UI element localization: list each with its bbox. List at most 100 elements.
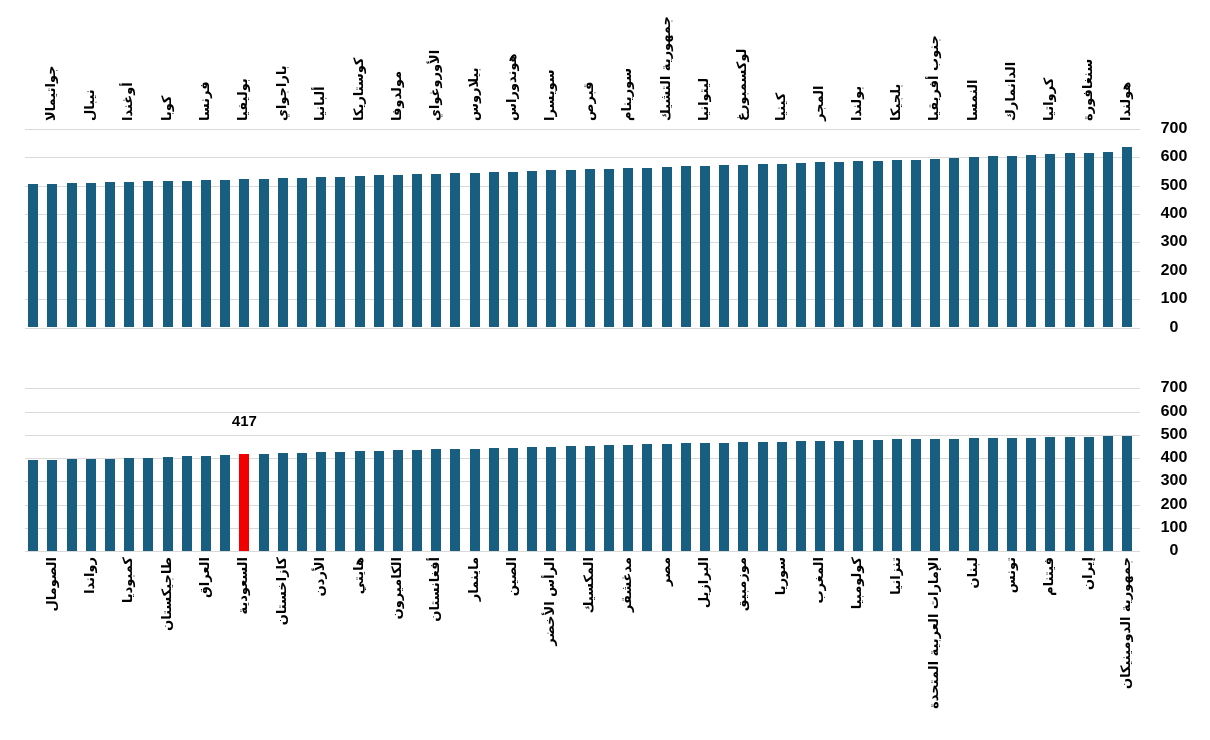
bar <box>872 439 883 551</box>
bar <box>834 161 845 328</box>
bar <box>911 439 922 551</box>
bar <box>335 451 346 551</box>
country-label-top: النمسا <box>965 79 981 121</box>
country-label-top: كوستاريكا <box>351 57 367 122</box>
country-label-top: الأوروغواي <box>428 49 444 121</box>
bar <box>834 440 845 551</box>
bar <box>450 448 461 551</box>
bar <box>181 456 192 551</box>
bar <box>1006 155 1017 328</box>
country-label-top: كوبا <box>159 95 175 121</box>
bar <box>930 438 941 551</box>
country-label-bottom: طاجيكستان <box>159 557 175 631</box>
country-label-top: ليتوانيا <box>696 77 712 121</box>
value-annotation: 417 <box>231 413 257 430</box>
bar <box>815 440 826 551</box>
bar <box>85 458 96 551</box>
bar <box>450 173 461 328</box>
bar <box>911 159 922 328</box>
y-tick-label: 600 <box>1160 148 1188 166</box>
bar <box>699 165 710 328</box>
country-label-top: ألبانيا <box>313 86 329 121</box>
bar <box>296 177 307 328</box>
country-label-bottom: الإمارات العربية المتحدة <box>927 557 943 709</box>
bar <box>1122 147 1133 328</box>
country-label-top: جمهورية التشيك <box>658 16 674 121</box>
y-tick-label: 500 <box>1160 425 1188 443</box>
bar <box>661 166 672 328</box>
grid-line <box>25 458 1140 460</box>
grid-line <box>25 270 1140 272</box>
bar <box>412 174 423 328</box>
bar <box>469 448 480 551</box>
bar <box>392 450 403 551</box>
y-tick-label: 300 <box>1160 472 1188 490</box>
country-label-top: لوكسمبورغ <box>735 48 751 121</box>
bar <box>143 181 154 328</box>
bar <box>508 447 519 551</box>
bar <box>738 442 749 551</box>
y-tick-label: 300 <box>1160 233 1188 251</box>
bar <box>335 176 346 328</box>
bar <box>776 441 787 551</box>
grid-line <box>25 157 1140 159</box>
bar <box>1026 154 1037 328</box>
country-label-bottom: أفغانستان <box>428 557 444 622</box>
country-label-bottom: ماينمار <box>466 557 482 602</box>
country-label-bottom: السعودية <box>236 557 252 615</box>
country-label-bottom: كولومبيا <box>850 557 866 610</box>
country-label-top: قبرص <box>581 81 597 121</box>
bar <box>527 447 538 551</box>
country-label-top: نيبال <box>82 89 98 121</box>
bar <box>508 171 519 328</box>
grid-line <box>25 185 1140 187</box>
country-label-top: فرنسا <box>198 81 213 121</box>
bar <box>1064 153 1075 328</box>
country-label-bottom: الأردن <box>313 557 329 597</box>
y-tick-label: 700 <box>1160 379 1188 397</box>
bar <box>757 442 768 551</box>
bar <box>604 168 614 328</box>
country-label-bottom: تنزانيا <box>888 557 904 595</box>
bar <box>891 439 902 551</box>
bar <box>1102 152 1113 328</box>
bar <box>28 184 39 328</box>
bar <box>853 161 864 328</box>
bar <box>719 442 730 551</box>
bar <box>162 181 173 328</box>
country-label-top: سويسرا <box>543 69 559 121</box>
country-label-bottom: جمهورية الدومينيكان <box>1119 557 1135 690</box>
country-label-bottom: سوريا <box>773 557 789 596</box>
bar <box>373 175 384 328</box>
bar <box>316 452 327 551</box>
bar <box>680 166 691 328</box>
country-label-bottom: إيران <box>1080 557 1096 590</box>
bar <box>105 182 116 328</box>
country-label-top: بوليفيا <box>236 78 252 121</box>
bar <box>968 157 979 328</box>
bar <box>987 438 998 551</box>
bar <box>85 182 96 328</box>
bar <box>201 455 211 551</box>
bar <box>1083 436 1094 551</box>
country-label-bottom: الصين <box>505 557 521 597</box>
bar <box>1122 435 1133 551</box>
bar <box>1006 437 1017 551</box>
bar <box>354 176 365 328</box>
country-label-top: المجر <box>812 85 828 121</box>
country-label-bottom: هايتي <box>351 557 367 595</box>
country-label-top: هوندوراس <box>505 53 521 121</box>
bar <box>47 183 58 328</box>
grid-line <box>25 327 1140 329</box>
bar <box>1083 152 1094 328</box>
bar <box>488 448 499 551</box>
bar <box>296 452 307 551</box>
bar <box>181 180 192 328</box>
country-label-bottom: العراق <box>198 557 214 598</box>
bar <box>392 174 403 328</box>
y-tick-label: 700 <box>1160 119 1188 137</box>
highlighted-bar <box>239 454 250 551</box>
bar <box>699 443 710 551</box>
country-label-top: باراجواي <box>274 65 290 121</box>
